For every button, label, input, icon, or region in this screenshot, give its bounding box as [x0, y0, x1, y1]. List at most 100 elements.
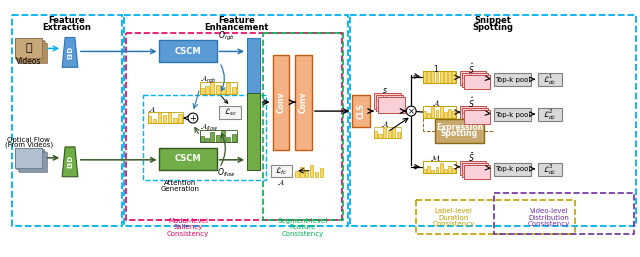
Text: $\bar{S}$: $\bar{S}$: [468, 151, 474, 164]
Bar: [462, 171, 465, 173]
Bar: [460, 106, 486, 120]
Bar: [462, 73, 488, 87]
Bar: [472, 112, 474, 118]
Bar: [305, 170, 308, 177]
Text: Feature: Feature: [218, 16, 255, 25]
Bar: [440, 71, 443, 83]
Bar: [472, 166, 474, 173]
Text: Distribution: Distribution: [529, 215, 570, 221]
Bar: [476, 114, 477, 118]
Bar: [440, 106, 443, 118]
Bar: [310, 165, 314, 177]
Bar: [247, 39, 260, 93]
Bar: [440, 163, 443, 173]
Bar: [378, 134, 381, 138]
Bar: [464, 75, 490, 89]
Text: Consistency: Consistency: [433, 222, 475, 227]
Bar: [452, 71, 455, 83]
Polygon shape: [62, 38, 78, 67]
Bar: [17, 40, 44, 60]
Bar: [479, 110, 481, 118]
Bar: [462, 113, 465, 118]
Bar: [200, 136, 204, 142]
Text: $\mathcal{A}$: $\mathcal{A}$: [381, 120, 388, 129]
Bar: [388, 130, 391, 138]
Bar: [352, 95, 370, 127]
Text: $\mathcal{A}$: $\mathcal{A}$: [432, 98, 440, 108]
Bar: [427, 166, 430, 173]
Text: Extraction: Extraction: [43, 23, 92, 32]
Text: $\hat{S}$: $\hat{S}$: [468, 96, 474, 110]
Bar: [374, 127, 401, 138]
Text: $\mathcal{L}^3_{dc}$: $\mathcal{L}^3_{dc}$: [543, 162, 557, 177]
Bar: [479, 167, 481, 173]
Bar: [444, 112, 447, 118]
Bar: [216, 85, 220, 94]
Bar: [17, 149, 44, 169]
Text: I3D: I3D: [67, 46, 73, 59]
Bar: [159, 41, 216, 62]
Bar: [378, 97, 405, 113]
Bar: [374, 93, 401, 109]
Text: $\mathcal{M}$: $\mathcal{M}$: [431, 153, 441, 163]
Text: Label-level: Label-level: [435, 208, 472, 214]
Bar: [200, 82, 237, 94]
Bar: [469, 73, 471, 83]
Bar: [476, 169, 477, 173]
Text: Enhancement: Enhancement: [204, 23, 268, 32]
Bar: [216, 135, 220, 142]
Bar: [427, 113, 430, 118]
Bar: [423, 161, 456, 173]
Text: $\mathcal{L}^2_{dc}$: $\mathcal{L}^2_{dc}$: [543, 107, 557, 122]
Bar: [469, 108, 471, 118]
Bar: [200, 88, 204, 94]
Bar: [159, 148, 216, 170]
Bar: [462, 108, 488, 122]
Bar: [436, 110, 438, 118]
Bar: [435, 119, 484, 143]
Text: Top-k pool: Top-k pool: [495, 77, 530, 83]
Bar: [394, 98, 396, 107]
Text: Top-k pool: Top-k pool: [495, 112, 530, 117]
Bar: [143, 95, 266, 180]
Bar: [19, 43, 47, 63]
Bar: [124, 15, 348, 226]
Text: Consistency: Consistency: [528, 222, 570, 227]
Text: Spotting: Spotting: [472, 23, 513, 32]
Bar: [18, 151, 45, 171]
Bar: [158, 113, 161, 123]
Bar: [376, 101, 378, 107]
Text: Conv: Conv: [299, 91, 308, 113]
Bar: [427, 71, 430, 83]
Bar: [148, 112, 183, 123]
Text: $\mathcal{L}_{sc}$: $\mathcal{L}_{sc}$: [224, 107, 237, 118]
Bar: [452, 111, 455, 118]
Text: $\mathcal{L}_{fc}$: $\mathcal{L}_{fc}$: [275, 165, 287, 177]
Text: $\mathcal{A}_{flow}$: $\mathcal{A}_{flow}$: [200, 121, 218, 133]
Bar: [448, 71, 451, 83]
Bar: [387, 100, 389, 107]
Bar: [423, 169, 426, 173]
Bar: [163, 115, 166, 123]
Bar: [479, 75, 481, 83]
Bar: [12, 15, 122, 226]
Circle shape: [406, 106, 416, 116]
Text: $\mathcal{A}$: $\mathcal{A}$: [148, 105, 156, 114]
Bar: [232, 87, 236, 94]
Bar: [374, 131, 377, 138]
Bar: [436, 167, 438, 173]
Text: Generation: Generation: [161, 186, 200, 192]
Bar: [465, 76, 468, 83]
Text: CLS: CLS: [356, 103, 365, 119]
Bar: [431, 71, 435, 83]
Text: $\mathcal{A}_{rgb}$: $\mathcal{A}_{rgb}$: [200, 73, 216, 86]
Text: CSCM: CSCM: [175, 154, 202, 163]
Bar: [390, 102, 393, 107]
Bar: [397, 132, 400, 138]
Bar: [472, 77, 474, 83]
Bar: [448, 108, 451, 118]
Bar: [460, 161, 486, 175]
Bar: [295, 56, 312, 150]
Bar: [464, 110, 490, 124]
Text: $\hat{S}$: $\hat{S}$: [468, 61, 474, 76]
